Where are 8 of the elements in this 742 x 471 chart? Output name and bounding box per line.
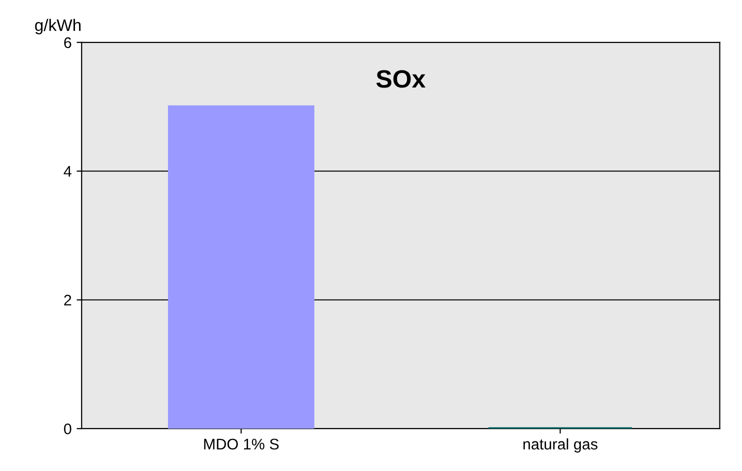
y-tick-label: 0: [64, 423, 72, 434]
text: SOx: [376, 70, 426, 88]
x-tick-label: natural gas: [523, 438, 598, 453]
y-tick-label: 2: [64, 294, 72, 306]
y-tick-label: 6: [64, 37, 72, 48]
y-tick-label: 4: [64, 166, 72, 177]
x-tick-label: MDO 1% S: [204, 438, 279, 450]
y-axis-title: g/kWh: [35, 18, 81, 34]
